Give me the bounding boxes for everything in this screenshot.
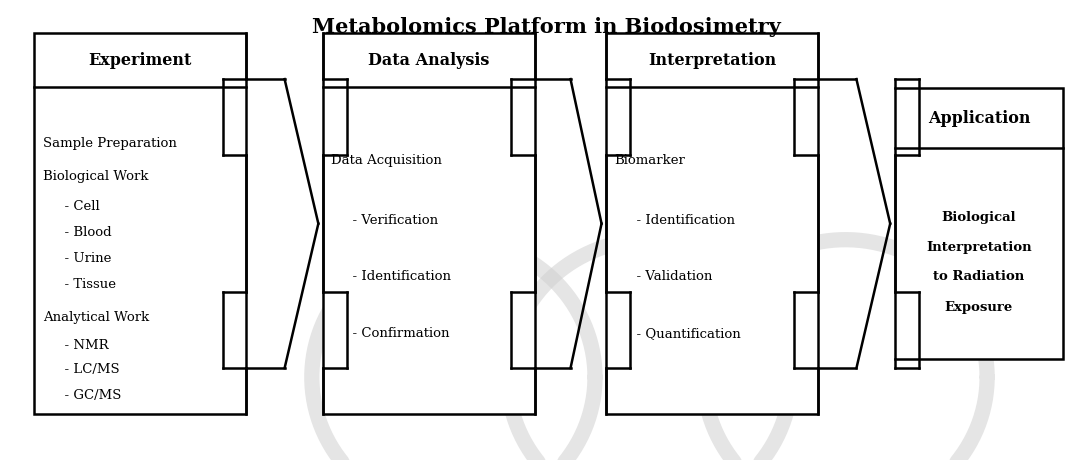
Text: - LC/MS: - LC/MS <box>56 363 119 376</box>
Text: - Cell: - Cell <box>56 200 99 213</box>
Text: Data Acquisition: Data Acquisition <box>332 154 442 167</box>
Text: - Blood: - Blood <box>56 226 111 239</box>
Text: - Identification: - Identification <box>344 270 451 283</box>
Bar <box>894 89 1064 359</box>
Text: - NMR: - NMR <box>56 338 108 352</box>
Text: - GC/MS: - GC/MS <box>56 389 121 402</box>
Bar <box>34 34 247 414</box>
Text: Biological: Biological <box>941 211 1017 224</box>
Text: Application: Application <box>928 110 1030 127</box>
Text: Data Analysis: Data Analysis <box>368 52 489 69</box>
Text: Biological Work: Biological Work <box>43 170 149 183</box>
Text: Experiment: Experiment <box>88 52 192 69</box>
Text: Biomarker: Biomarker <box>615 154 686 167</box>
Text: Metabolomics Platform in Biodosimetry: Metabolomics Platform in Biodosimetry <box>311 18 781 37</box>
Text: Interpretation: Interpretation <box>648 52 776 69</box>
Text: Interpretation: Interpretation <box>926 241 1032 254</box>
Text: to Radiation: to Radiation <box>934 270 1024 283</box>
Text: - Quantification: - Quantification <box>628 327 740 340</box>
Text: Analytical Work: Analytical Work <box>43 311 149 324</box>
Text: - Urine: - Urine <box>56 252 111 265</box>
Text: - Confirmation: - Confirmation <box>344 327 450 340</box>
Bar <box>606 34 818 414</box>
Text: - Validation: - Validation <box>628 270 712 283</box>
Text: Exposure: Exposure <box>945 301 1013 313</box>
Text: - Tissue: - Tissue <box>56 278 116 291</box>
Bar <box>323 34 535 414</box>
Text: - Verification: - Verification <box>344 214 439 227</box>
Text: - Identification: - Identification <box>628 214 735 227</box>
Text: Sample Preparation: Sample Preparation <box>43 137 177 150</box>
